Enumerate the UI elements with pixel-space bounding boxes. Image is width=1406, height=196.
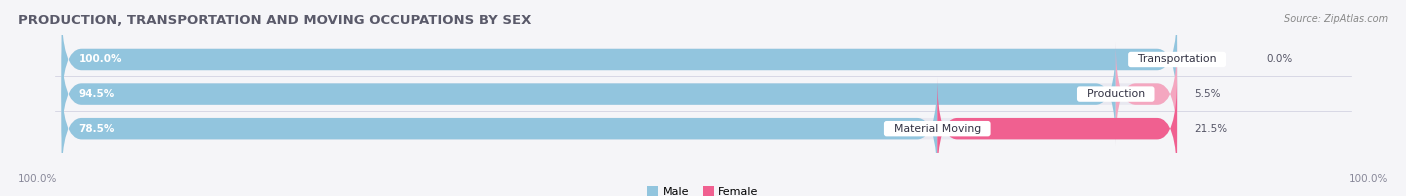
Text: Transportation: Transportation [1130,54,1223,64]
Text: Source: ZipAtlas.com: Source: ZipAtlas.com [1284,14,1388,24]
Text: 94.5%: 94.5% [79,89,114,99]
FancyBboxPatch shape [62,8,1177,111]
FancyBboxPatch shape [938,77,1177,180]
Text: 5.5%: 5.5% [1194,89,1220,99]
Text: 78.5%: 78.5% [79,124,115,134]
Text: PRODUCTION, TRANSPORTATION AND MOVING OCCUPATIONS BY SEX: PRODUCTION, TRANSPORTATION AND MOVING OC… [18,14,531,27]
FancyBboxPatch shape [62,77,1177,180]
Text: 21.5%: 21.5% [1194,124,1227,134]
Text: 100.0%: 100.0% [79,54,122,64]
FancyBboxPatch shape [1116,43,1177,146]
Text: Production: Production [1080,89,1152,99]
FancyBboxPatch shape [62,43,1177,146]
Text: 100.0%: 100.0% [18,174,58,184]
FancyBboxPatch shape [62,43,1116,146]
Text: 100.0%: 100.0% [1348,174,1388,184]
Text: 0.0%: 0.0% [1267,54,1292,64]
Text: Material Moving: Material Moving [887,124,988,134]
Legend: Male, Female: Male, Female [647,186,759,196]
FancyBboxPatch shape [62,8,1177,111]
FancyBboxPatch shape [62,77,938,180]
